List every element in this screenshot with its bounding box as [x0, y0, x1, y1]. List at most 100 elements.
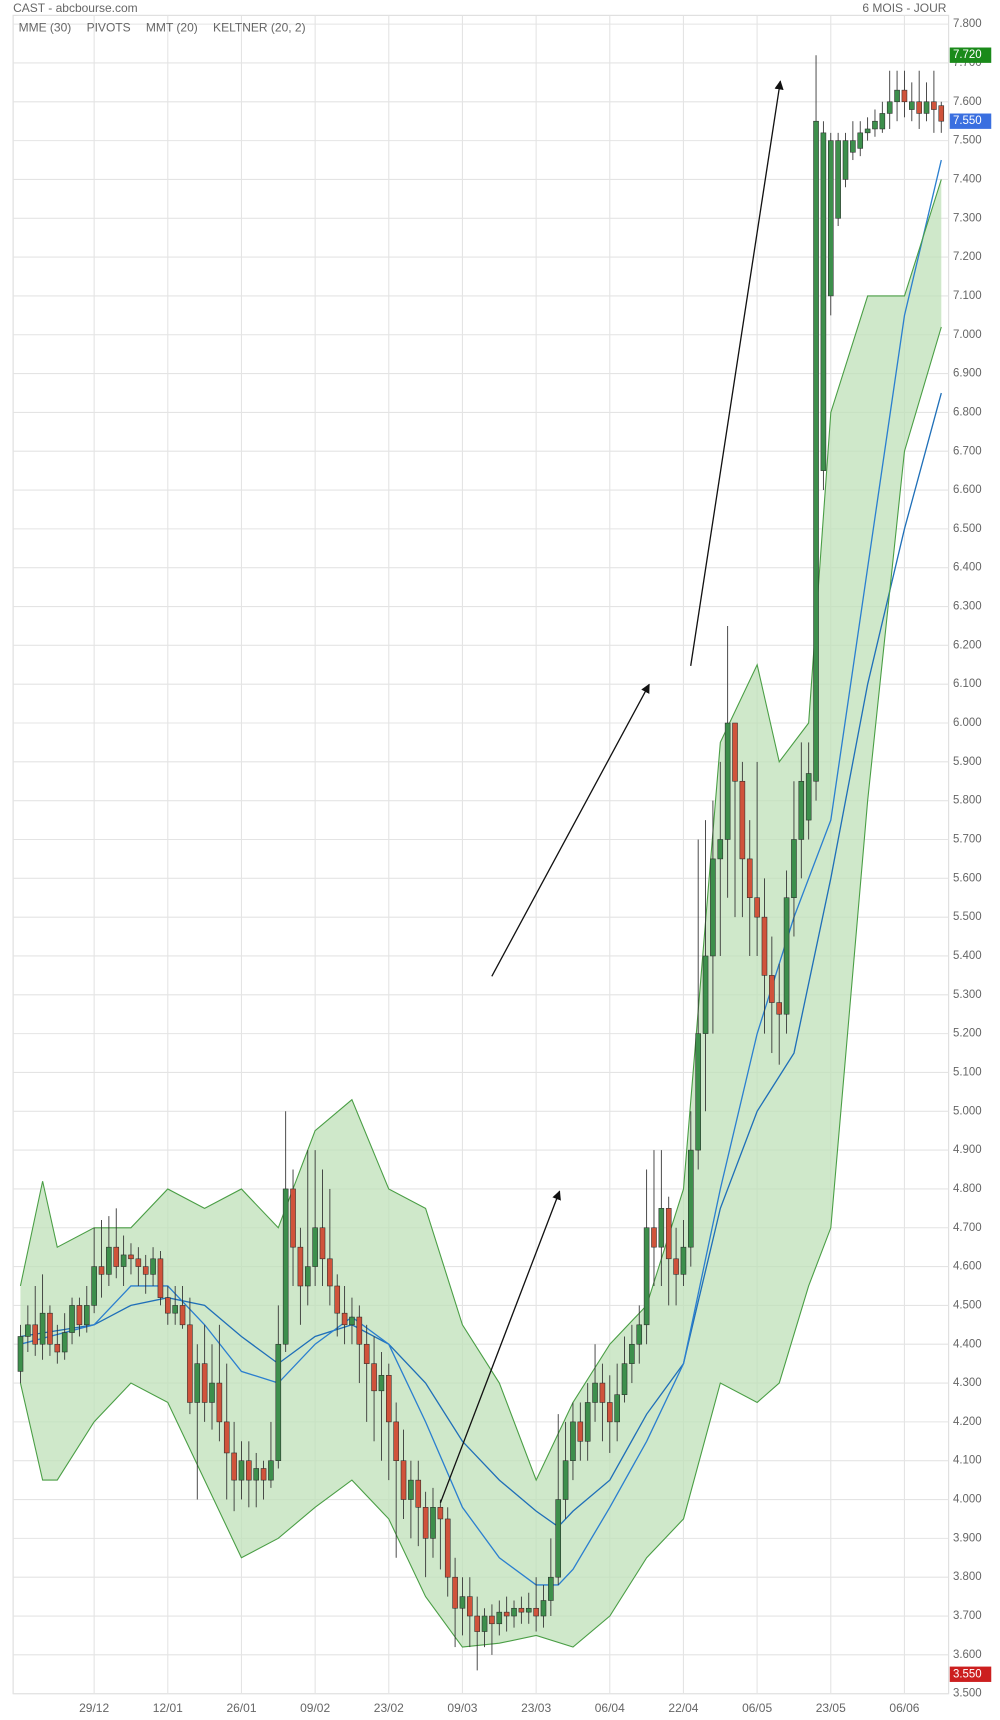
candle-body — [246, 1460, 252, 1481]
candle-body — [555, 1499, 562, 1578]
y-tick-label: 3.500 — [953, 1688, 982, 1700]
candle-body — [209, 1382, 215, 1403]
candle-body — [562, 1460, 569, 1500]
candle-body — [776, 1002, 782, 1015]
candle-body — [769, 975, 775, 1003]
candle-body — [746, 858, 753, 899]
candle-body — [378, 1375, 385, 1392]
candle-body — [113, 1246, 120, 1267]
candle-body — [511, 1607, 517, 1617]
x-tick-label: 06/05 — [742, 1701, 772, 1715]
candle-body — [879, 113, 886, 130]
candle-body — [98, 1266, 105, 1275]
candle-body — [268, 1460, 274, 1481]
keltner-band — [20, 179, 942, 1648]
candle-body — [106, 1246, 112, 1275]
y-tick-label: 5.000 — [953, 1105, 982, 1117]
y-tick-label: 4.600 — [953, 1261, 982, 1273]
candle-body — [761, 916, 768, 976]
candle-body — [54, 1343, 61, 1353]
candle-body — [923, 101, 930, 114]
y-tick-label: 7.200 — [953, 251, 982, 263]
candle-body — [172, 1305, 178, 1314]
annotation-layer — [439, 80, 784, 1504]
candle-body — [489, 1615, 495, 1625]
candle-body — [533, 1607, 539, 1617]
candle-body — [356, 1316, 363, 1345]
y-tick-label: 4.200 — [953, 1416, 982, 1428]
candle-body — [894, 89, 900, 103]
arrow — [690, 80, 784, 666]
candle-body — [467, 1596, 473, 1617]
chart-subtitle: 6 MOIS - JOUR — [862, 1, 946, 15]
candle-body — [732, 722, 738, 782]
legend-entry: PIVOTS — [87, 21, 131, 35]
candle-body — [702, 955, 709, 1034]
candle-body — [253, 1468, 259, 1481]
y-tick-label: 3.900 — [953, 1532, 982, 1544]
candle-body — [275, 1343, 282, 1461]
candle-body — [680, 1246, 687, 1275]
candle-body — [857, 132, 864, 149]
candle-body — [459, 1596, 466, 1609]
x-tick-label: 09/03 — [447, 1701, 477, 1715]
candle-body — [805, 773, 812, 821]
candle-body — [194, 1363, 201, 1403]
candle-body — [651, 1227, 657, 1248]
x-tick-label: 06/06 — [889, 1701, 919, 1715]
candle-body — [319, 1227, 326, 1260]
candle-body — [592, 1382, 598, 1403]
candle-body — [783, 897, 790, 1015]
area-layer — [20, 179, 942, 1648]
candle-body — [341, 1312, 348, 1326]
candle-body — [327, 1258, 333, 1287]
candle-body — [710, 858, 716, 957]
candle-body — [496, 1611, 503, 1625]
candle-body — [621, 1363, 628, 1395]
candle-body — [798, 780, 805, 840]
candle-body — [25, 1324, 31, 1337]
candle-body — [629, 1343, 635, 1364]
price-tag — [949, 47, 992, 63]
candle-body — [540, 1600, 547, 1617]
y-tick-label: 6.500 — [953, 523, 982, 535]
y-tick-label: 6.600 — [953, 484, 982, 496]
y-tick-label: 6.900 — [953, 368, 982, 380]
candle-body — [386, 1375, 392, 1423]
candle-body — [577, 1421, 584, 1442]
y-tick-label: 5.700 — [953, 834, 982, 846]
candle-body — [791, 839, 797, 899]
keltner-lower — [19, 326, 942, 1648]
y-tick-label: 4.100 — [953, 1455, 982, 1467]
candle-body — [688, 1149, 694, 1248]
candle-body — [518, 1607, 525, 1613]
y-tick-label: 5.600 — [953, 872, 982, 884]
candle-body — [157, 1258, 164, 1298]
candle-body — [415, 1479, 422, 1508]
candle-body — [643, 1227, 650, 1326]
y-tick-label: 4.400 — [953, 1338, 982, 1350]
y-tick-label: 6.700 — [953, 445, 982, 457]
candle-body — [864, 128, 871, 134]
candle-body — [673, 1258, 679, 1275]
y-tick-label: 4.800 — [953, 1183, 982, 1195]
candle-body — [69, 1305, 75, 1333]
candle-body — [76, 1305, 83, 1326]
y-tick-label: 7.100 — [953, 290, 982, 302]
legend-entry: MME (30) — [19, 21, 72, 35]
candle-body — [636, 1324, 643, 1345]
y-tick-label: 6.000 — [953, 717, 982, 729]
legend-entry: MMT (20) — [146, 21, 198, 35]
price-tag — [949, 1666, 992, 1682]
candle-body — [444, 1518, 451, 1578]
candle-body — [61, 1332, 68, 1353]
candle-body — [813, 120, 819, 782]
y-tick-label: 6.300 — [953, 601, 982, 613]
candle-body — [658, 1208, 665, 1248]
candle-body — [695, 1033, 701, 1151]
y-tick-label: 4.000 — [953, 1494, 982, 1506]
y-tick-label: 3.800 — [953, 1571, 982, 1583]
y-tick-label: 6.200 — [953, 639, 982, 651]
candle-body — [909, 101, 915, 110]
y-tick-label: 7.500 — [953, 135, 982, 147]
